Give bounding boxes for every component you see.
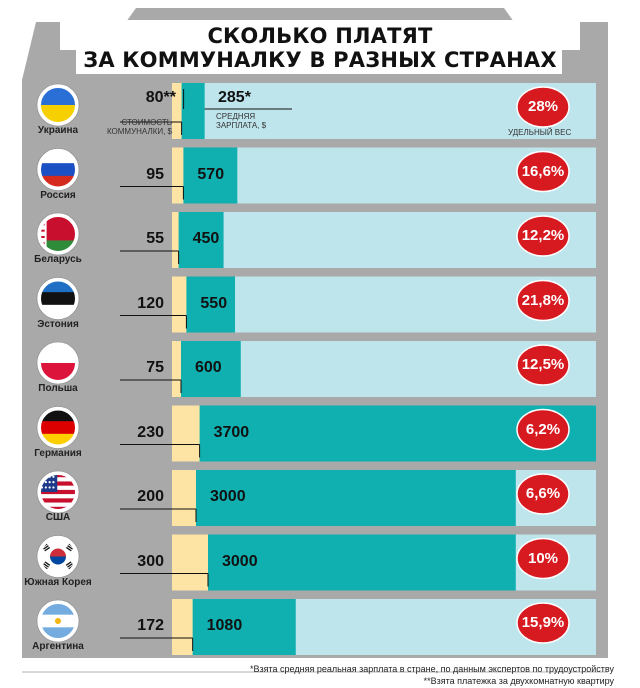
- utilities-bar: [172, 83, 182, 139]
- utilities-value: 300: [137, 552, 164, 570]
- share-value: 15,9%: [521, 614, 565, 631]
- utilities-bar: [172, 212, 179, 268]
- salary-value: 285*: [218, 89, 251, 106]
- country-name: Германия: [34, 447, 82, 459]
- country-name: Польша: [38, 383, 78, 394]
- country-row: [36, 599, 596, 655]
- share-badge: [516, 344, 570, 386]
- salary-value: 1080: [206, 617, 243, 634]
- country-row: [36, 83, 596, 139]
- country-name: Аргентина: [32, 641, 84, 652]
- salary-bar: [172, 212, 224, 268]
- flag-belarus-icon: [36, 212, 80, 256]
- share-badge: [516, 602, 570, 644]
- country-row: [36, 534, 596, 591]
- chart-title-line1: СКОЛЬКО ПЛАТЯТ: [207, 24, 433, 48]
- utilities-bar: [172, 599, 193, 655]
- utilities-value: 172: [137, 617, 164, 634]
- utilities-bar: [172, 534, 208, 591]
- salary-value: 3700: [213, 423, 250, 441]
- utilities-value: 80**: [145, 89, 176, 106]
- country-name: Эстония: [37, 318, 79, 330]
- salary-bar: [172, 534, 516, 591]
- flag-germany-icon: [36, 406, 80, 449]
- country-row: [36, 405, 596, 462]
- salary-value: 600: [195, 359, 222, 376]
- salary-value: 3000: [222, 552, 258, 570]
- title-band: [60, 20, 580, 74]
- country-row: [36, 147, 596, 204]
- share-value: 28%: [527, 98, 559, 115]
- country-row: [36, 470, 596, 526]
- utilities-bar: [172, 341, 181, 397]
- share-badge: [516, 473, 570, 515]
- salary-value: 3000: [210, 488, 246, 505]
- legend-utilities-label: СТОИМОСТЬ КОММУНАЛКИ, $: [106, 118, 172, 136]
- share-value: 10%: [527, 549, 559, 567]
- country-name: Украина: [37, 125, 79, 136]
- flag-russia-icon: [36, 148, 80, 191]
- flag-ukraine-icon: [36, 83, 80, 127]
- chart-title-line2: ЗА КОММУНАЛКУ В РАЗНЫХ СТРАНАХ: [83, 48, 557, 72]
- salary-bar: [172, 341, 241, 397]
- share-value: 16,6%: [521, 162, 565, 180]
- share-badge: [516, 408, 570, 451]
- flag-south-korea-icon: [36, 535, 80, 578]
- flag-poland-icon: [36, 341, 80, 385]
- share-badge: [516, 215, 570, 257]
- country-row: [36, 276, 596, 333]
- utilities-bar: [172, 276, 187, 333]
- title-band-top: [60, 20, 580, 50]
- legend-share-label: УДЕЛЬНЫЙ ВЕС: [508, 128, 572, 137]
- salary-value: 450: [192, 230, 220, 247]
- share-value: 12,2%: [521, 227, 565, 244]
- flag-argentina-icon: [36, 599, 80, 643]
- country-row: [36, 341, 596, 397]
- footnote-salary: *Взята средняя реальная зарплата в стран…: [250, 664, 614, 674]
- utilities-bar: [172, 470, 196, 526]
- legend-salary-label: СРЕДНЯЯ ЗАРПЛАТА, $: [216, 112, 267, 130]
- utilities-value: 55: [146, 230, 164, 247]
- country-name: Россия: [40, 189, 76, 201]
- share-badge: [516, 279, 570, 322]
- share-value: 12,5%: [521, 356, 565, 373]
- flag-estonia-icon: [36, 277, 80, 320]
- utilities-value: 75: [146, 359, 164, 376]
- rows-group: [36, 83, 596, 655]
- share-badge: [516, 537, 570, 580]
- share-value: 6,6%: [525, 485, 561, 502]
- footnote-utilities: **Взята платежка за двухкомнатную кварти…: [423, 676, 614, 686]
- share-value: 21,8%: [521, 291, 565, 309]
- country-row: [36, 212, 596, 268]
- utilities-bar: [172, 405, 200, 462]
- utilities-value: 120: [137, 294, 164, 312]
- salary-value: 550: [200, 294, 228, 312]
- utilities-value: 95: [146, 165, 164, 183]
- share-value: 6,2%: [525, 420, 561, 438]
- share-badge: [516, 150, 570, 193]
- share-badge: [516, 86, 570, 128]
- country-name: США: [45, 512, 71, 523]
- utilities-value: 230: [137, 423, 164, 441]
- utilities-value: 200: [137, 488, 164, 505]
- salary-bar: [172, 470, 516, 526]
- salary-value: 570: [197, 165, 225, 183]
- utilities-bar: [172, 147, 184, 204]
- country-name: Южная Корея: [24, 576, 92, 588]
- flag-usa-icon: [36, 470, 80, 514]
- country-name: Беларусь: [34, 254, 82, 265]
- title-band-bottom: [76, 46, 562, 74]
